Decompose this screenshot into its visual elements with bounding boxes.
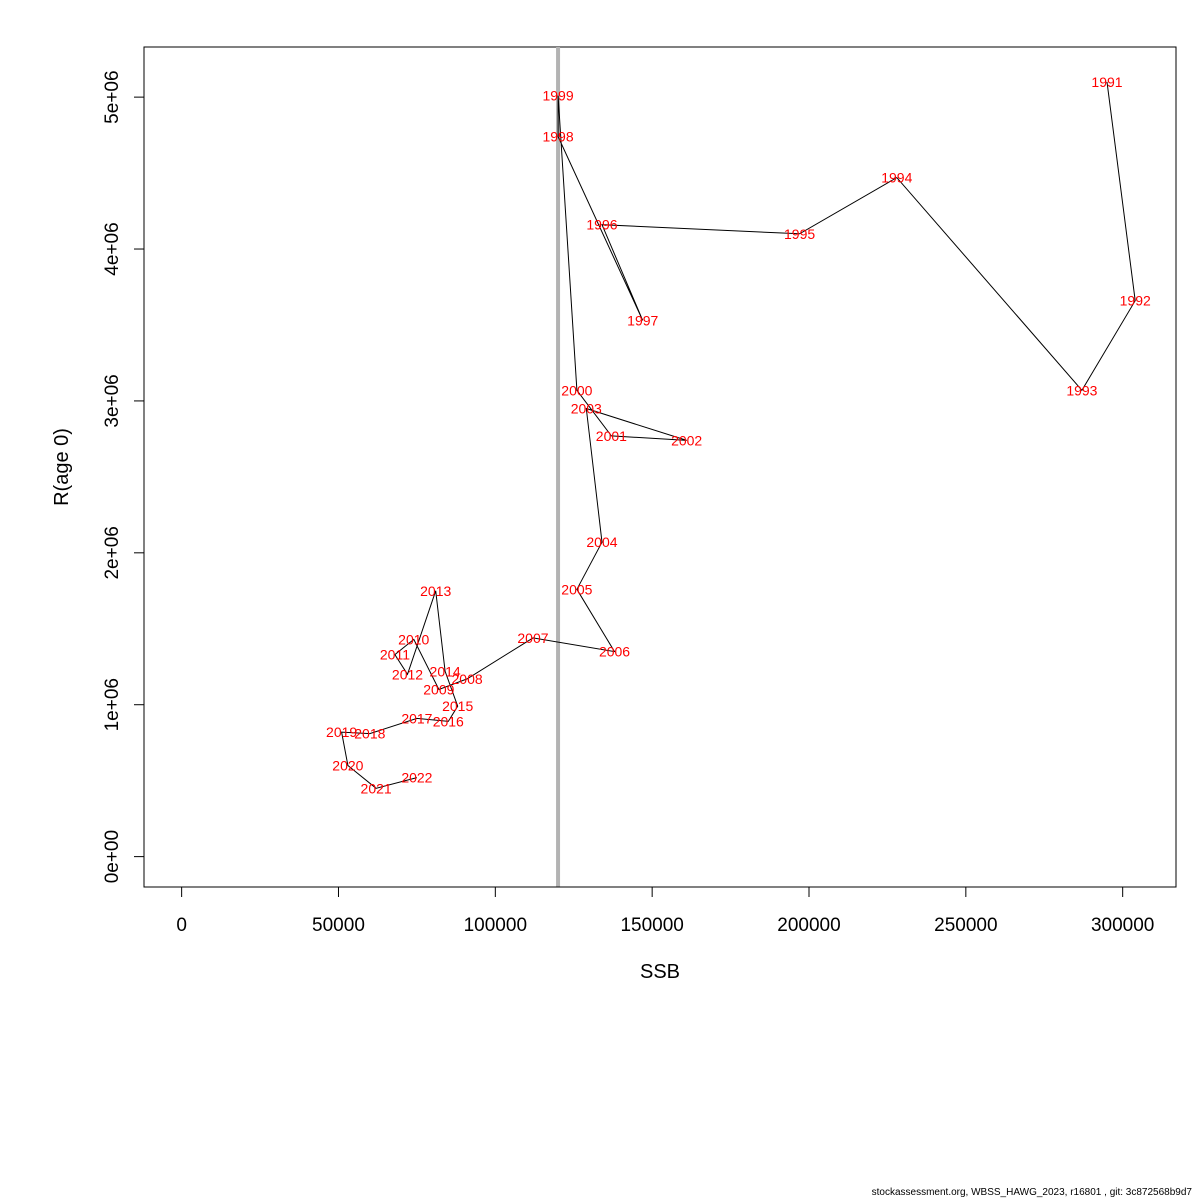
y-tick-label: 0e+00 xyxy=(102,830,123,883)
point-label-2006: 2006 xyxy=(599,644,630,660)
footer-credit: stockassessment.org, WBSS_HAWG_2023, r16… xyxy=(871,1187,1192,1198)
trajectory-line-layer xyxy=(340,81,1136,789)
y-axis: 0e+00 1e+06 2e+06 3e+06 4e+06 5e+06 xyxy=(102,70,145,883)
point-label-2019: 2019 xyxy=(326,724,357,740)
point-label-1992: 1992 xyxy=(1120,293,1151,309)
point-label-2008: 2008 xyxy=(452,671,483,687)
x-tick-label: 200000 xyxy=(777,915,840,936)
point-label-2022: 2022 xyxy=(401,770,432,786)
point-label-1993: 1993 xyxy=(1066,382,1097,398)
point-label-2004: 2004 xyxy=(586,534,617,550)
x-tick-label: 100000 xyxy=(464,915,527,936)
x-tick-label: 250000 xyxy=(934,915,997,936)
x-tick-label: 150000 xyxy=(620,915,683,936)
x-axis: 0 50000 100000 150000 200000 250000 300000 xyxy=(176,886,1154,936)
point-label-2016: 2016 xyxy=(433,713,464,729)
y-tick-label: 4e+06 xyxy=(102,222,123,275)
point-label-2007: 2007 xyxy=(517,630,548,646)
point-label-1998: 1998 xyxy=(542,129,573,145)
point-label-2003: 2003 xyxy=(571,401,602,417)
point-label-2009: 2009 xyxy=(423,682,454,698)
point-label-layer: 1991 1992 1993 1994 1995 1996 1997 1998 1999 2000… xyxy=(326,74,1151,796)
y-axis-title: R(age 0) xyxy=(51,428,73,506)
y-tick-label: 3e+06 xyxy=(102,374,123,427)
point-label-2020: 2020 xyxy=(332,757,363,773)
point-label-2021: 2021 xyxy=(361,780,392,796)
point-label-2011: 2011 xyxy=(380,647,410,663)
point-label-2000: 2000 xyxy=(561,382,592,398)
point-label-2002: 2002 xyxy=(671,432,702,448)
point-label-2014: 2014 xyxy=(430,663,461,679)
y-tick-label: 5e+06 xyxy=(102,70,123,123)
y-tick-label: 1e+06 xyxy=(102,678,123,731)
y-tick-label: 2e+06 xyxy=(102,526,123,579)
point-label-1996: 1996 xyxy=(586,217,617,233)
point-label-1994: 1994 xyxy=(881,170,912,186)
x-tick-label: 0 xyxy=(176,915,187,936)
x-tick-label: 300000 xyxy=(1091,915,1154,936)
point-label-2015: 2015 xyxy=(442,698,473,714)
plot-frame xyxy=(143,46,1177,888)
point-label-1995: 1995 xyxy=(784,226,815,242)
point-label-1997: 1997 xyxy=(627,312,658,328)
point-label-2005: 2005 xyxy=(561,581,592,597)
point-label-2001: 2001 xyxy=(596,428,627,444)
point-label-1999: 1999 xyxy=(542,88,573,104)
point-label-2013: 2013 xyxy=(420,583,451,599)
point-label-1991: 1991 xyxy=(1091,74,1122,90)
x-axis-title: SSB xyxy=(640,961,680,983)
trajectory-line xyxy=(340,81,1136,789)
point-label-2018: 2018 xyxy=(354,726,385,742)
point-label-2017: 2017 xyxy=(401,710,432,726)
x-tick-label: 50000 xyxy=(312,915,365,936)
point-label-2010: 2010 xyxy=(398,631,429,647)
point-label-2012: 2012 xyxy=(392,666,423,682)
